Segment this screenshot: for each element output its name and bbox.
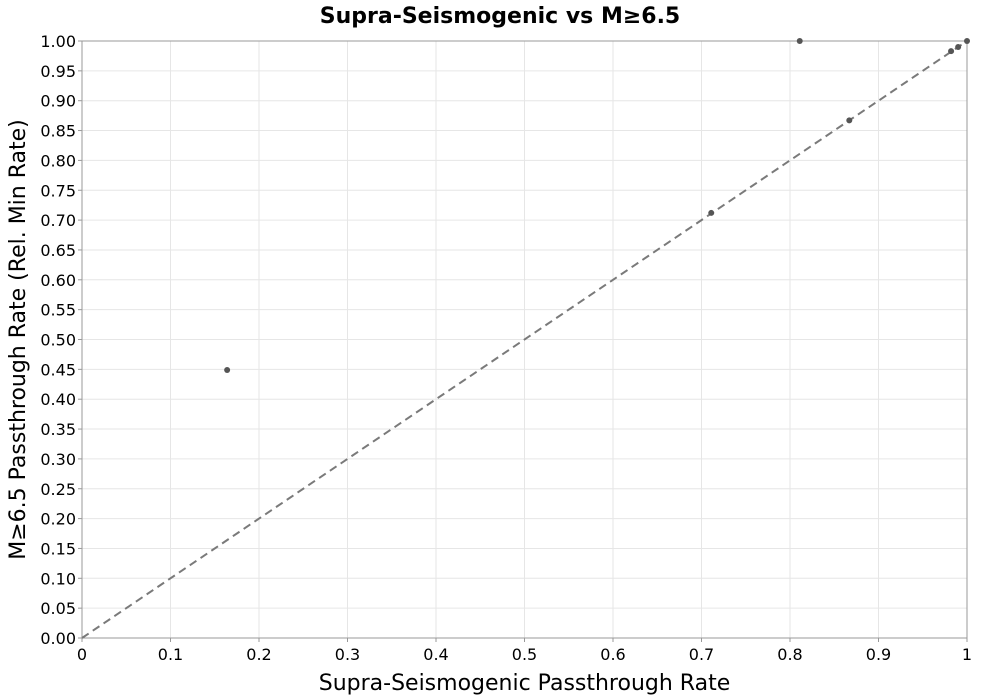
y-axis-ticks: 0.00 0.05 0.10 0.15 0.20 0.25 0.30 0.35 0.40 0.45… [40,32,82,648]
y-tick-label: 0.80 [40,151,76,170]
reference-line-group [81,40,968,639]
y-tick-label: 0.90 [40,92,76,111]
x-tick-label: 1 [962,645,972,664]
y-tick-label: 0.50 [40,331,76,350]
x-tick-label: 0.8 [777,645,802,664]
y-tick-label: 0.95 [40,62,76,81]
chart-title: Supra-Seismogenic vs M≥6.5 [320,4,681,29]
y-tick-label: 0.55 [40,301,76,320]
x-tick-label: 0.7 [689,645,714,664]
x-tick-label: 0 [77,645,87,664]
x-tick-label: 0.6 [600,645,625,664]
y-tick-label: 0.85 [40,122,76,141]
y-tick-label: 0.75 [40,181,76,200]
x-tick-label: 0.5 [512,645,537,664]
y-axis-label: M≥6.5 Passthrough Rate (Rel. Min Rate) [6,119,31,560]
x-tick-label: 0.9 [866,645,891,664]
x-axis-label: Supra-Seismogenic Passthrough Rate [319,671,731,696]
y-tick-label: 0.30 [40,450,76,469]
data-point [846,117,853,124]
data-point [224,366,231,373]
y-tick-label: 0.35 [40,420,76,439]
y-tick-label: 0.65 [40,241,76,260]
x-tick-label: 0.4 [423,645,448,664]
y-tick-label: 0.10 [40,569,76,588]
y-tick-label: 1.00 [40,32,76,51]
x-tick-label: 0.3 [335,645,360,664]
y-tick-label: 0.15 [40,539,76,558]
data-point [964,38,970,44]
data-point [796,38,803,44]
y-tick-label: 0.25 [40,480,76,499]
reference-line [81,40,968,639]
y-tick-label: 0.00 [40,629,76,648]
x-axis-ticks: 0 0.1 0.2 0.3 0.4 0.5 0.6 0.7 0.8 0.9 1 [77,638,972,664]
y-tick-label: 0.05 [40,599,76,618]
data-point [708,209,715,216]
x-tick-label: 0.2 [246,645,271,664]
y-tick-label: 0.20 [40,510,76,529]
y-tick-label: 0.45 [40,360,76,379]
data-points [224,38,970,373]
data-point [955,43,962,50]
y-tick-label: 0.70 [40,211,76,230]
y-tick-label: 0.60 [40,271,76,290]
data-point [948,48,955,55]
y-tick-label: 0.40 [40,390,76,409]
x-tick-label: 0.1 [158,645,183,664]
